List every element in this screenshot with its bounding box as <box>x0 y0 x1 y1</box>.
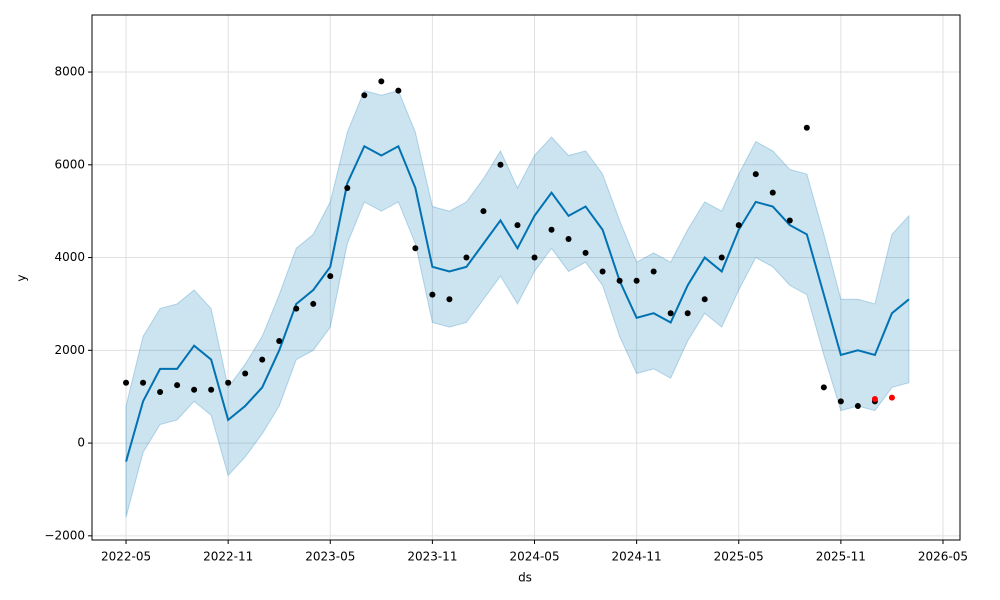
data-point <box>293 305 300 312</box>
data-point <box>854 402 861 409</box>
data-point <box>650 268 657 275</box>
data-point <box>752 171 759 178</box>
x-tick-label: 2024-11 <box>612 550 662 564</box>
y-axis-label: y <box>15 274 29 281</box>
data-point <box>140 379 147 386</box>
data-point <box>667 310 674 317</box>
data-point <box>242 370 249 377</box>
x-axis-label: ds <box>518 571 532 585</box>
data-point <box>701 296 708 303</box>
plot-frame <box>91 14 961 541</box>
data-point <box>718 254 725 261</box>
data-point <box>191 386 198 393</box>
data-point <box>565 236 572 243</box>
data-point <box>225 379 232 386</box>
data-point <box>310 300 317 307</box>
data-point <box>497 161 504 168</box>
y-tick-label: 0 <box>77 436 85 450</box>
data-point <box>633 277 640 284</box>
x-tick-label: 2026-05 <box>918 550 968 564</box>
data-point <box>514 222 521 229</box>
data-point <box>208 386 215 393</box>
y-tick-label: 2000 <box>54 343 85 357</box>
y-tick-label: 4000 <box>54 250 85 264</box>
data-point <box>769 189 776 196</box>
data-point <box>888 394 895 401</box>
data-point <box>157 389 164 396</box>
data-point <box>395 87 402 94</box>
data-point <box>174 382 181 389</box>
data-point <box>463 254 470 261</box>
data-point <box>446 296 453 303</box>
data-point <box>480 208 487 215</box>
data-point <box>327 273 334 280</box>
data-point <box>259 356 266 363</box>
data-point <box>684 310 691 317</box>
forecast-line <box>125 144 910 462</box>
data-point <box>735 222 742 229</box>
data-point <box>531 254 538 261</box>
data-point <box>361 92 368 99</box>
data-point <box>429 291 436 298</box>
data-point <box>803 124 810 131</box>
x-tick-label: 2022-05 <box>101 550 151 564</box>
data-point <box>378 78 385 85</box>
data-point <box>599 268 606 275</box>
y-tick-label: 8000 <box>54 65 85 79</box>
data-point <box>786 217 793 224</box>
x-tick-label: 2025-11 <box>816 550 866 564</box>
data-point <box>412 245 419 252</box>
data-point <box>548 226 555 233</box>
data-point <box>616 277 623 284</box>
y-tick-label: −2000 <box>44 528 85 542</box>
x-tick-label: 2024-05 <box>509 550 559 564</box>
data-point <box>837 398 844 405</box>
y-tick-label: 6000 <box>54 157 85 171</box>
x-tick-label: 2025-05 <box>714 550 764 564</box>
data-point <box>344 184 351 191</box>
data-point <box>820 384 827 391</box>
x-tick-label: 2022-11 <box>203 550 253 564</box>
uncertainty-band <box>125 89 910 518</box>
data-point <box>871 396 878 403</box>
data-point <box>123 379 130 386</box>
x-tick-label: 2023-11 <box>407 550 457 564</box>
data-point <box>582 249 589 256</box>
x-tick-label: 2023-05 <box>305 550 355 564</box>
data-point <box>276 338 283 345</box>
